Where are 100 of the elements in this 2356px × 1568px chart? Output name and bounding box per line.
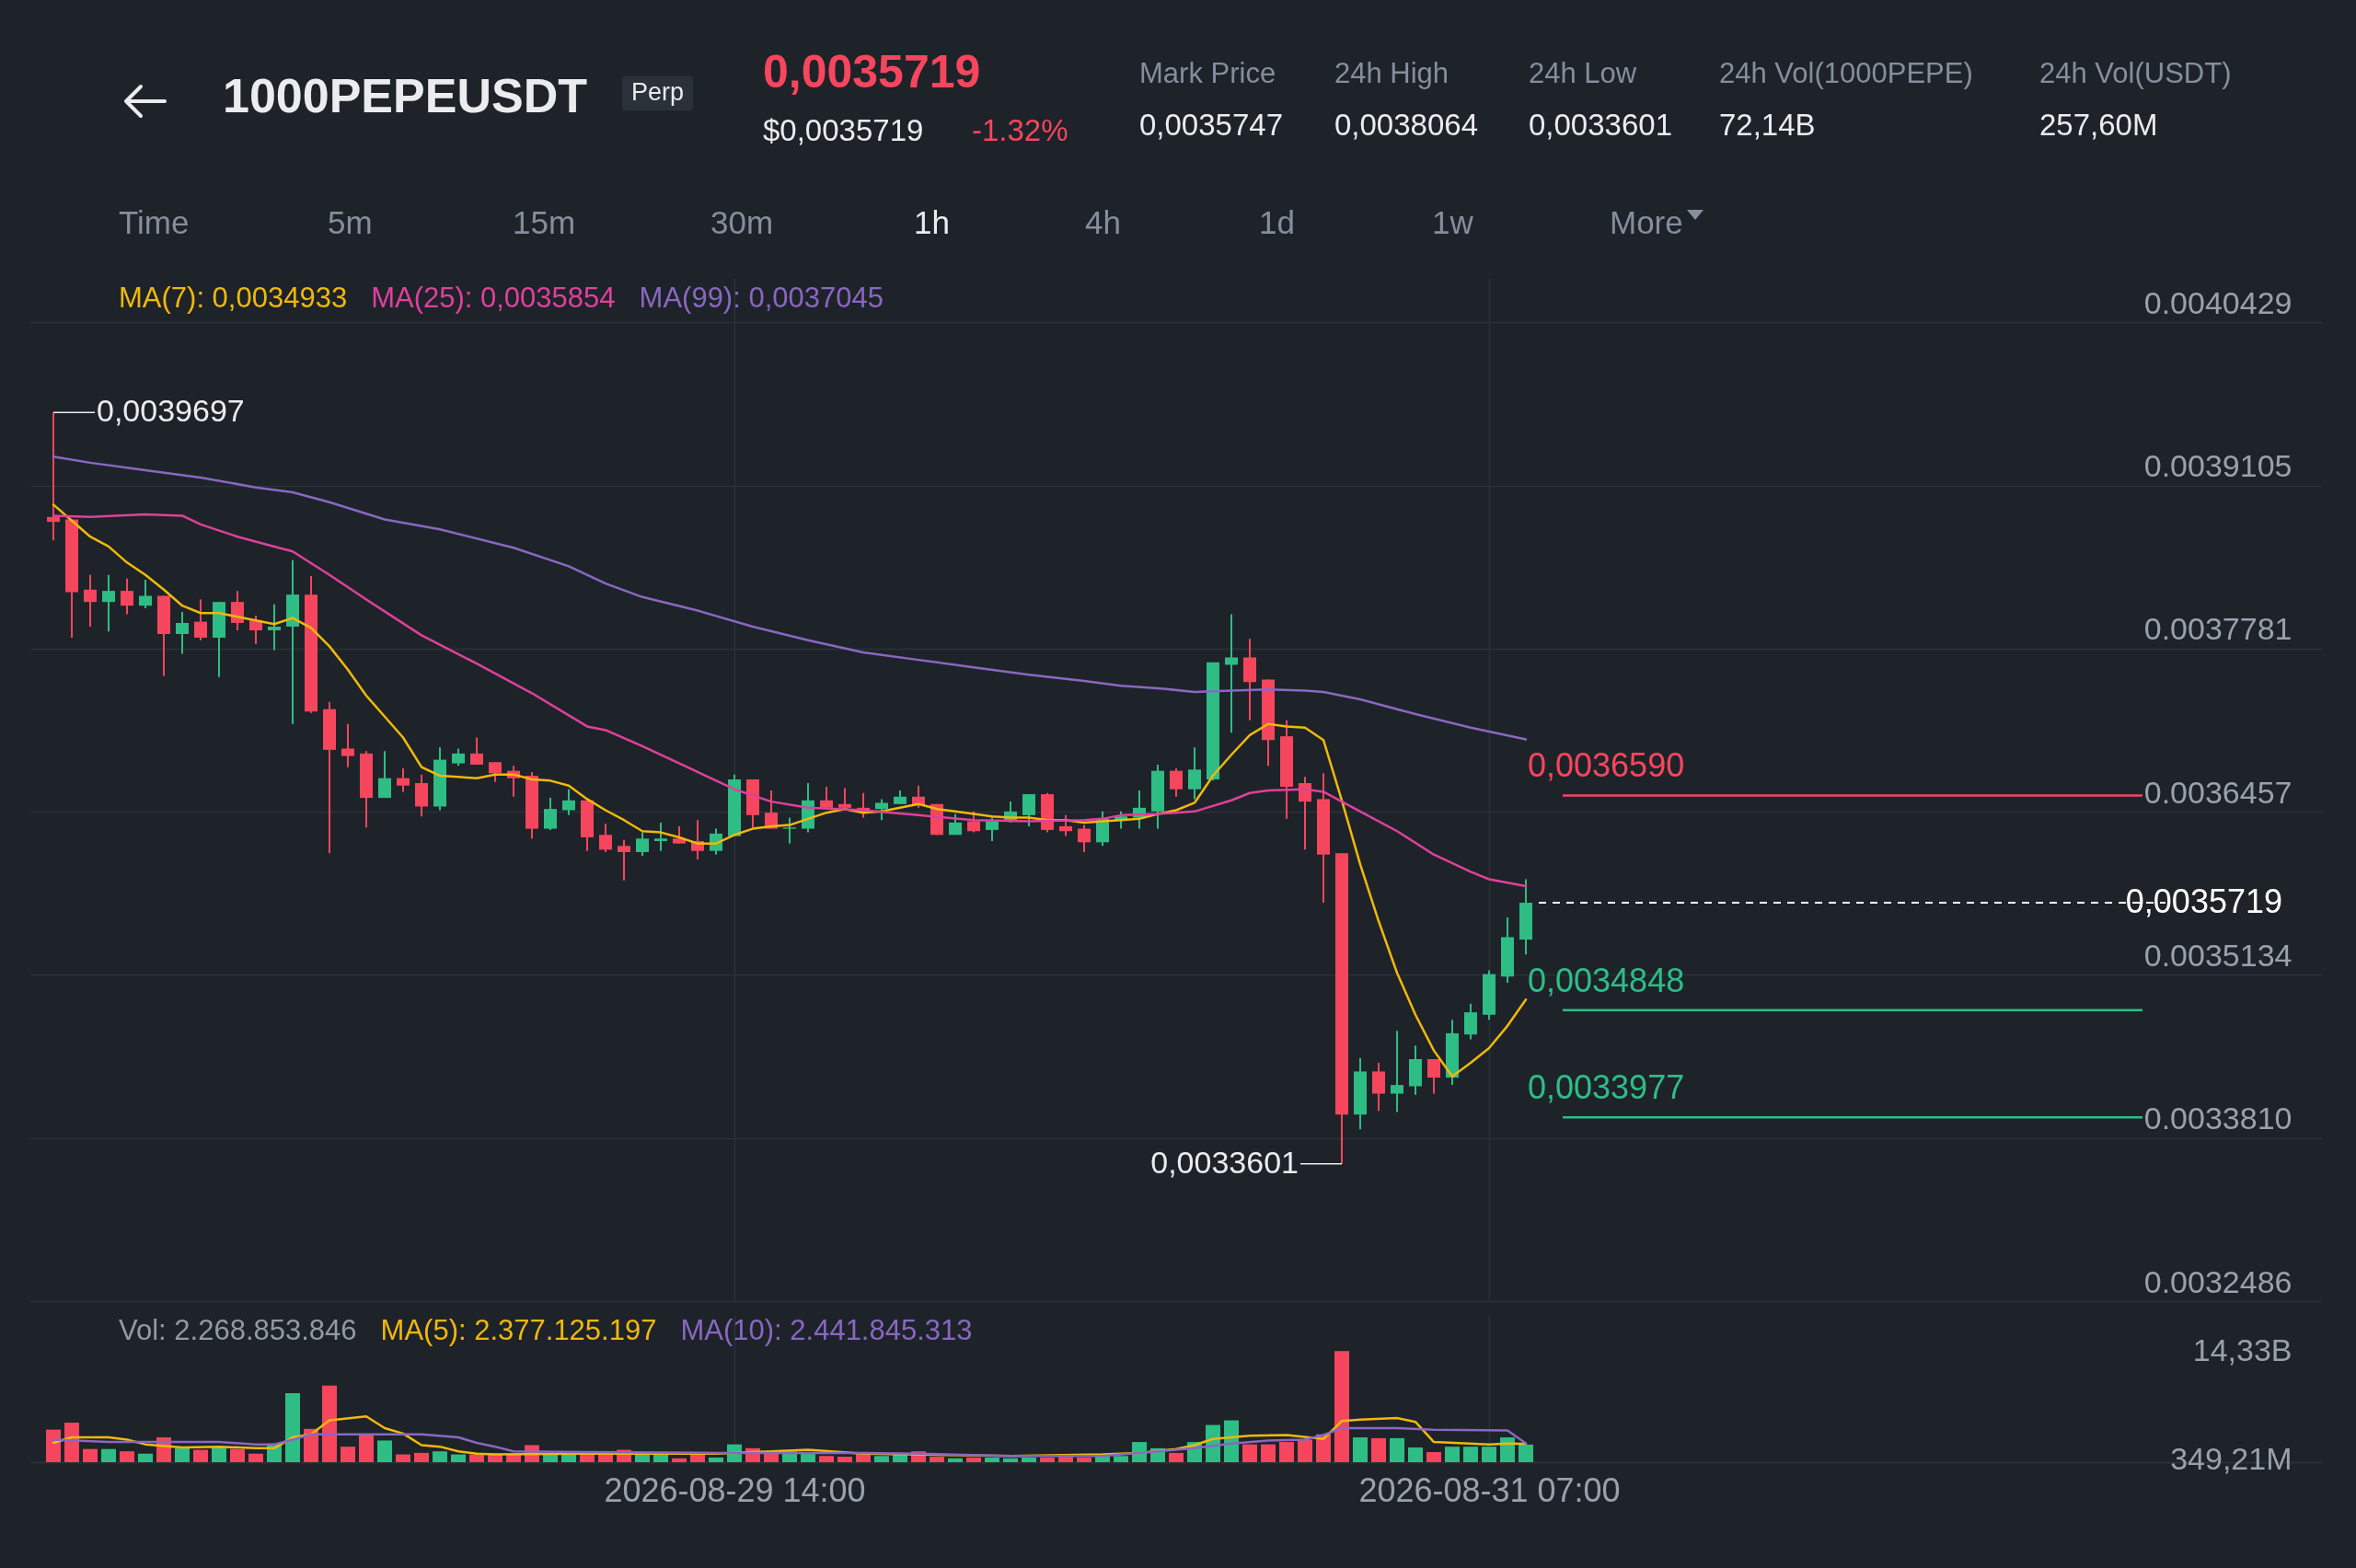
bar bbox=[690, 1454, 705, 1462]
text: 0,0033601 bbox=[1529, 107, 1672, 143]
x-tick-label: 2026-08-29 14:00 bbox=[604, 1470, 866, 1509]
chart-title: 1000PEPEUSDT bbox=[223, 69, 587, 123]
ref-line-label: 0,0036590 bbox=[1528, 746, 1685, 785]
text: 1h bbox=[914, 203, 950, 241]
text: 24h Vol(USDT) bbox=[2039, 56, 2232, 90]
text: MA(5): 2.377.125.197 bbox=[380, 1314, 657, 1346]
ref-line-label: 0,0033977 bbox=[1528, 1068, 1685, 1107]
bar bbox=[341, 1447, 355, 1462]
text: 24h High bbox=[1334, 56, 1449, 90]
text: 0,0035747 bbox=[1139, 107, 1283, 143]
bar bbox=[1261, 1444, 1276, 1462]
bar bbox=[1022, 1457, 1036, 1462]
bar bbox=[1353, 1437, 1368, 1462]
bar bbox=[948, 1458, 963, 1462]
bar bbox=[1500, 1437, 1515, 1462]
annotation: 0,0039697 bbox=[97, 393, 245, 429]
bar bbox=[359, 1435, 374, 1462]
bar bbox=[433, 1451, 447, 1462]
bar bbox=[193, 1449, 208, 1462]
bar bbox=[1519, 1444, 1533, 1462]
ref-line-label: 0,0035719 bbox=[2125, 882, 2282, 921]
y-tick-label: 14,33B bbox=[2192, 1332, 2292, 1367]
text: 30m bbox=[710, 203, 774, 241]
x-tick-label: 2026-08-31 07:00 bbox=[1358, 1470, 1621, 1509]
bar bbox=[1426, 1452, 1441, 1462]
bar bbox=[837, 1457, 852, 1462]
text: 15m bbox=[513, 203, 576, 241]
bar bbox=[377, 1440, 392, 1462]
text: More bbox=[1610, 203, 1683, 241]
text: MA(7): 0,0034933 bbox=[119, 282, 348, 314]
bar bbox=[874, 1456, 889, 1462]
bar bbox=[1169, 1452, 1184, 1462]
line-series bbox=[52, 1426, 1528, 1458]
y-tick-label: 0.0040429 bbox=[2143, 284, 2292, 320]
text: 5m bbox=[328, 203, 373, 241]
text: Time bbox=[119, 203, 190, 241]
bar bbox=[1371, 1437, 1386, 1462]
annotation: 0,0033601 bbox=[1150, 1144, 1299, 1180]
bar bbox=[1334, 1351, 1349, 1462]
bar bbox=[1077, 1457, 1091, 1462]
bar bbox=[709, 1457, 723, 1462]
y-tick-label: 0.0033810 bbox=[2143, 1101, 2292, 1136]
bar bbox=[120, 1451, 134, 1462]
text: MA(10): 2.441.845.313 bbox=[680, 1314, 973, 1346]
bar bbox=[469, 1454, 484, 1462]
chart-subtitle: Perp bbox=[622, 75, 694, 110]
bar bbox=[101, 1448, 116, 1462]
bar bbox=[966, 1457, 981, 1462]
text: 24h Vol(1000PEPE) bbox=[1719, 56, 1973, 90]
bar bbox=[322, 1385, 337, 1462]
bar bbox=[46, 1429, 61, 1462]
bar bbox=[1445, 1447, 1460, 1462]
text: MA(25): 0,0035854 bbox=[371, 282, 616, 314]
bar bbox=[819, 1456, 834, 1462]
bar bbox=[212, 1447, 226, 1462]
y-tick-label: 0.0032486 bbox=[2143, 1263, 2292, 1299]
bar bbox=[985, 1457, 999, 1462]
bar bbox=[138, 1453, 153, 1462]
bar bbox=[1040, 1457, 1055, 1462]
bar bbox=[1003, 1458, 1018, 1462]
text: 1w bbox=[1432, 203, 1473, 241]
ref-line-label: 0,0034848 bbox=[1528, 961, 1685, 999]
bar bbox=[1114, 1456, 1128, 1462]
y-tick-label: 0.0037781 bbox=[2143, 611, 2292, 647]
bar bbox=[248, 1453, 263, 1462]
bar bbox=[1298, 1439, 1312, 1462]
bar bbox=[396, 1454, 410, 1462]
series-label: Vol: 2.268.853.846 bbox=[119, 1314, 357, 1346]
bar bbox=[1279, 1442, 1294, 1462]
text: 257,60M bbox=[2039, 107, 2158, 143]
text: 0,0038064 bbox=[1334, 107, 1478, 143]
bar bbox=[83, 1448, 98, 1462]
bar bbox=[1242, 1444, 1257, 1462]
bar bbox=[801, 1453, 815, 1462]
bar bbox=[1482, 1447, 1496, 1462]
bar bbox=[1408, 1447, 1423, 1462]
bar bbox=[1390, 1437, 1404, 1462]
text: 72,14B bbox=[1719, 107, 1816, 143]
bar bbox=[451, 1454, 466, 1462]
bar bbox=[230, 1448, 245, 1462]
text: $0,0035719 bbox=[763, 112, 924, 148]
bar bbox=[285, 1393, 300, 1462]
text: -1.32% bbox=[972, 112, 1068, 148]
text: MA(99): 0,0037045 bbox=[639, 282, 884, 314]
text: 4h bbox=[1085, 203, 1121, 241]
y-tick-label: 0.0036457 bbox=[2143, 774, 2292, 810]
y-tick-label: 0.0035134 bbox=[2143, 937, 2292, 973]
bar bbox=[414, 1452, 429, 1462]
text: 0,0035719 bbox=[763, 45, 981, 98]
text: 24h Low bbox=[1529, 56, 1637, 90]
bar bbox=[672, 1458, 687, 1462]
bar bbox=[175, 1447, 190, 1462]
text: 1d bbox=[1259, 203, 1295, 241]
bar bbox=[1463, 1447, 1478, 1462]
text: Mark Price bbox=[1139, 56, 1276, 90]
y-tick-label: 0.0039105 bbox=[2143, 448, 2292, 484]
y-tick-label: 349,21M bbox=[2170, 1440, 2292, 1476]
bar bbox=[930, 1457, 944, 1462]
